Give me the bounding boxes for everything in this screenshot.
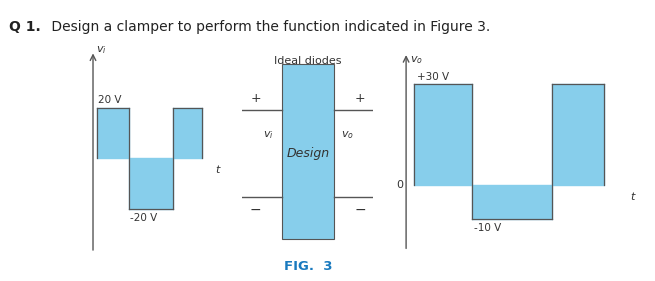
Text: $v_o$: $v_o$ [410, 55, 423, 66]
Text: Q 1.: Q 1. [9, 20, 40, 34]
Text: +30 V: +30 V [417, 72, 449, 81]
Text: $t$: $t$ [215, 162, 221, 175]
Text: 20 V: 20 V [98, 95, 122, 105]
Text: $v_o$: $v_o$ [341, 129, 354, 141]
Text: $t$: $t$ [630, 189, 637, 201]
Text: $v_i$: $v_i$ [263, 129, 274, 141]
Text: −: − [250, 203, 261, 217]
Text: -20 V: -20 V [130, 213, 157, 223]
Bar [282, 64, 334, 239]
Text: Design: Design [286, 147, 329, 160]
Text: −: − [354, 203, 366, 217]
Text: Ideal diodes: Ideal diodes [274, 56, 342, 66]
Text: -10 V: -10 V [474, 223, 502, 233]
Text: Design a clamper to perform the function indicated in Figure 3.: Design a clamper to perform the function… [47, 20, 491, 34]
Text: $v_i$: $v_i$ [96, 44, 107, 56]
Text: +: + [250, 92, 261, 105]
Text: 0: 0 [396, 180, 403, 191]
Text: +: + [355, 92, 365, 105]
Text: FIG.  3: FIG. 3 [284, 260, 332, 273]
